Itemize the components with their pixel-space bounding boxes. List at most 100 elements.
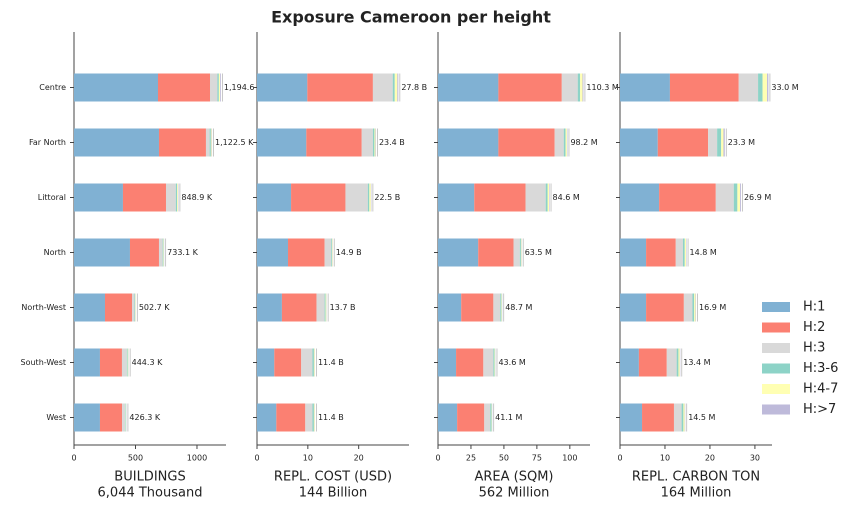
bar-segment [675, 238, 683, 267]
bar-segment [737, 183, 741, 212]
legend-swatch [762, 302, 790, 312]
legend-label: H:3-6 [803, 361, 838, 376]
total-label: 14.5 M [688, 413, 715, 422]
bar-segment [723, 128, 725, 157]
x-tick-label: 50 [499, 454, 509, 463]
bar-segment [257, 128, 307, 157]
legend-label: H:4-7 [803, 382, 838, 397]
bar-segment [132, 293, 135, 322]
bar-segment [325, 293, 327, 322]
total-label: 14.8 M [690, 248, 717, 257]
bar-segment [646, 293, 684, 322]
total-label: 23.3 M [728, 138, 755, 147]
bar-segment [620, 128, 658, 157]
total-label: 98.2 M [570, 138, 597, 147]
total-label: 63.5 M [525, 248, 552, 257]
bar-segment [642, 403, 674, 432]
legend-swatch [762, 322, 790, 333]
legend-label: H:1 [803, 300, 825, 315]
total-label: 43.6 M [498, 358, 525, 367]
bar-segment [324, 238, 332, 267]
bar-segment [210, 73, 218, 102]
bar-segment [554, 128, 564, 157]
x-axis-total: 6,044 Thousand [98, 486, 203, 501]
total-label: 23.4 B [379, 138, 405, 147]
bar-segment [620, 293, 647, 322]
bar-segment [392, 73, 395, 102]
legend-swatch [762, 404, 790, 415]
bar-segment [313, 348, 315, 377]
bar-segment [74, 183, 123, 212]
bar-segment [513, 238, 520, 267]
bar-segment [177, 183, 178, 212]
bar-segment [104, 293, 133, 322]
bar-segment [493, 348, 495, 377]
total-label: 426.3 K [129, 413, 160, 422]
bar-segment [307, 73, 373, 102]
bar-segment [312, 403, 314, 432]
bar-segment [257, 293, 282, 322]
x-tick-label: 10 [303, 454, 313, 463]
x-tick-label: 20 [354, 454, 364, 463]
bar-segment [456, 348, 484, 377]
bar-segment [620, 183, 660, 212]
bar-segment [313, 403, 315, 432]
x-axis-label: AREA (SQM) [474, 470, 553, 485]
total-label: 11.4 B [318, 413, 344, 422]
legend-label: H:>7 [803, 402, 836, 417]
bar-segment [257, 238, 289, 267]
bar-segment [493, 293, 501, 322]
x-tick-label: 75 [532, 454, 542, 463]
legend-label: H:2 [803, 320, 825, 335]
total-label: 11.4 B [318, 358, 344, 367]
bar-segment [659, 183, 716, 212]
bar-segment [125, 403, 126, 432]
bar-segment [257, 348, 275, 377]
x-tick-label: 10 [660, 454, 670, 463]
bar-segment [74, 403, 100, 432]
bar-segment [99, 403, 123, 432]
bar-segment [438, 293, 462, 322]
x-tick-label: 0 [254, 454, 259, 463]
bar-segment [257, 403, 277, 432]
bar-segment [681, 403, 684, 432]
bar-segment [638, 348, 667, 377]
bar-segment [372, 73, 393, 102]
bar-segment [758, 73, 763, 102]
bar-segment [291, 183, 346, 212]
bar-segment [694, 293, 696, 322]
bar-segment [374, 128, 376, 157]
bar-segment [121, 348, 127, 377]
bar-segment [158, 238, 163, 267]
legend-swatch [762, 363, 790, 374]
total-label: 33.0 M [771, 83, 798, 92]
bar-segment [669, 73, 739, 102]
bar-segment [721, 128, 724, 157]
bar-segment [345, 183, 368, 212]
bar-segment [375, 128, 376, 157]
bar-segment [483, 348, 494, 377]
bar-segment [122, 183, 166, 212]
bar-segment [157, 73, 211, 102]
total-label: 48.7 M [505, 303, 532, 312]
bar-segment [126, 348, 128, 377]
y-tick-label: Far North [29, 138, 66, 147]
bar-segment [134, 293, 136, 322]
bar-segment [312, 348, 314, 377]
bar-segment [520, 238, 522, 267]
bar-segment [175, 183, 178, 212]
bar-segment [682, 238, 685, 267]
total-label: 26.9 M [744, 193, 771, 202]
total-label: 110.3 M [586, 83, 618, 92]
bar-segment [715, 183, 734, 212]
bar-segment [301, 348, 313, 377]
bar-segment [288, 238, 325, 267]
y-tick-label: Centre [39, 83, 66, 92]
bar-segment [122, 403, 126, 432]
bar-segment [549, 183, 550, 212]
bar-segment [217, 73, 219, 102]
bar-segment [370, 183, 372, 212]
bar-segment [274, 348, 302, 377]
total-label: 27.8 B [401, 83, 427, 92]
